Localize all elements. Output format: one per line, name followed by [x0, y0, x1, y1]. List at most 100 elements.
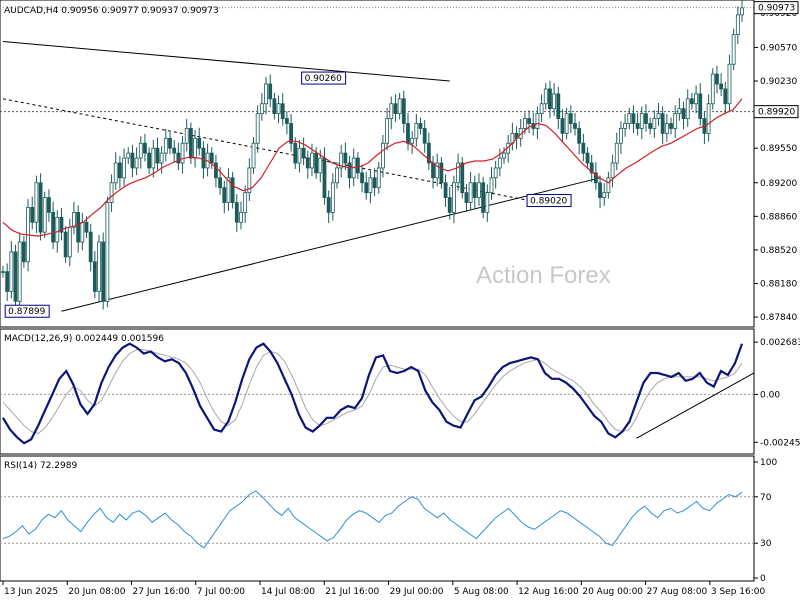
candle-body: [126, 152, 131, 159]
candle-body: [577, 128, 582, 144]
candle-body: [452, 182, 456, 213]
candle-body: [143, 142, 147, 154]
candle-body: [381, 142, 385, 169]
candle-body: [5, 271, 10, 292]
candle-body: [147, 152, 152, 169]
candle-body: [410, 137, 415, 144]
time-axis: 13 Jun 2025 20 Jun 08:00 27 Jun 16:00 7 Jul…: [2, 581, 766, 597]
candle-body: [698, 93, 703, 119]
candle-body: [285, 118, 289, 124]
candle-body: [673, 113, 678, 129]
rsi-panel: RSI(14) 72.2989 100 70 30 0: [0, 455, 777, 584]
candle-body: [715, 73, 719, 85]
rsi-tick-label: 70: [760, 493, 772, 503]
candle-body: [276, 103, 281, 115]
candle-body: [602, 192, 607, 198]
macd-signal-line: [2, 349, 743, 434]
candle-body: [644, 113, 648, 124]
candle-body: [159, 152, 164, 164]
macd-tick-label: 0.00: [760, 390, 780, 400]
candle-body: [435, 162, 440, 179]
candle-body: [201, 147, 206, 169]
rsi-tick-label: 100: [760, 458, 777, 468]
candle-body: [314, 152, 319, 174]
candle-body: [55, 216, 60, 243]
rsi-header: RSI(14) 72.2989: [4, 461, 77, 471]
candle-body: [326, 197, 331, 213]
candle-body: [330, 182, 335, 213]
candle-body: [527, 118, 531, 124]
candle-body: [184, 128, 189, 144]
candle-body: [727, 63, 732, 105]
candle-body: [97, 241, 101, 292]
candle-body: [176, 152, 181, 164]
candle-body: [67, 226, 72, 258]
candle-body: [610, 162, 615, 179]
candle-body: [151, 147, 156, 169]
candle-body: [339, 152, 344, 169]
candle-body: [305, 157, 310, 169]
candle-body: [619, 128, 623, 144]
candle-body: [105, 202, 110, 302]
candle-body: [585, 152, 590, 164]
candle-body: [30, 207, 35, 223]
candle-body: [42, 197, 47, 233]
candle-body: [414, 123, 419, 139]
candle-body: [63, 231, 68, 258]
time-tick-label: 12 Aug 16:00: [518, 587, 579, 597]
candle-body: [80, 221, 85, 243]
annotation-label: 0.90260: [305, 74, 342, 84]
time-tick-label: 21 Jul 16:00: [325, 587, 379, 597]
candle-body: [535, 113, 540, 129]
candle-body: [689, 98, 694, 105]
last-price-badge: 0.90973: [758, 4, 795, 14]
candle-body: [589, 162, 594, 174]
time-tick-label: 3 Sep 16:00: [711, 587, 766, 597]
rsi-tick-label: 30: [760, 539, 772, 549]
price-tick-label: 0.90230: [760, 77, 797, 87]
candle-body: [472, 182, 477, 198]
candle-body: [656, 113, 661, 119]
candle-body: [47, 197, 51, 213]
candle-body: [548, 88, 552, 110]
candle-body: [289, 123, 293, 144]
candle-body: [243, 192, 248, 213]
candle-body: [669, 123, 673, 129]
candle-body: [301, 147, 306, 159]
candle-body: [502, 152, 506, 159]
candle-body: [497, 157, 502, 169]
time-tick-label: 29 Jul 00:00: [390, 587, 444, 597]
candle-body: [385, 118, 390, 144]
price-panel: AUDCAD,H4 0.90956 0.90977 0.90937 0.9097…: [0, 0, 799, 328]
candle-body: [485, 192, 490, 213]
candle-body: [251, 142, 256, 169]
candle-body: [694, 93, 698, 105]
candle-body: [259, 103, 264, 115]
candle-body: [376, 167, 381, 189]
price-tick-label: 0.87840: [760, 313, 797, 323]
candle-body: [481, 182, 486, 213]
candle-body: [460, 162, 465, 194]
annotation-label: 0.89020: [530, 197, 567, 207]
time-tick-label: 7 Jul 00:00: [197, 587, 246, 597]
candle-body: [318, 157, 323, 174]
candle-body: [723, 88, 728, 105]
candle-body: [163, 137, 168, 154]
candle-body: [389, 103, 394, 119]
candle-body: [631, 113, 636, 124]
candle-body: [355, 157, 360, 174]
time-tick-label: 27 Jun 16:00: [133, 587, 190, 597]
price-tick-label: 0.88860: [760, 212, 797, 222]
candle-body: [719, 83, 724, 90]
macd-tick-label: -0.002454: [760, 438, 800, 448]
candle-body: [431, 162, 435, 179]
macd-header: MACD(12,26,9) 0.002449 0.001596: [4, 334, 164, 344]
level-price-badge-box: [753, 105, 799, 119]
candle-body: [581, 142, 586, 154]
candle-body: [155, 147, 160, 164]
candle-body: [230, 177, 235, 203]
annotation-box: [4, 304, 50, 318]
candle-body: [740, 7, 744, 16]
candle-body: [88, 231, 93, 263]
